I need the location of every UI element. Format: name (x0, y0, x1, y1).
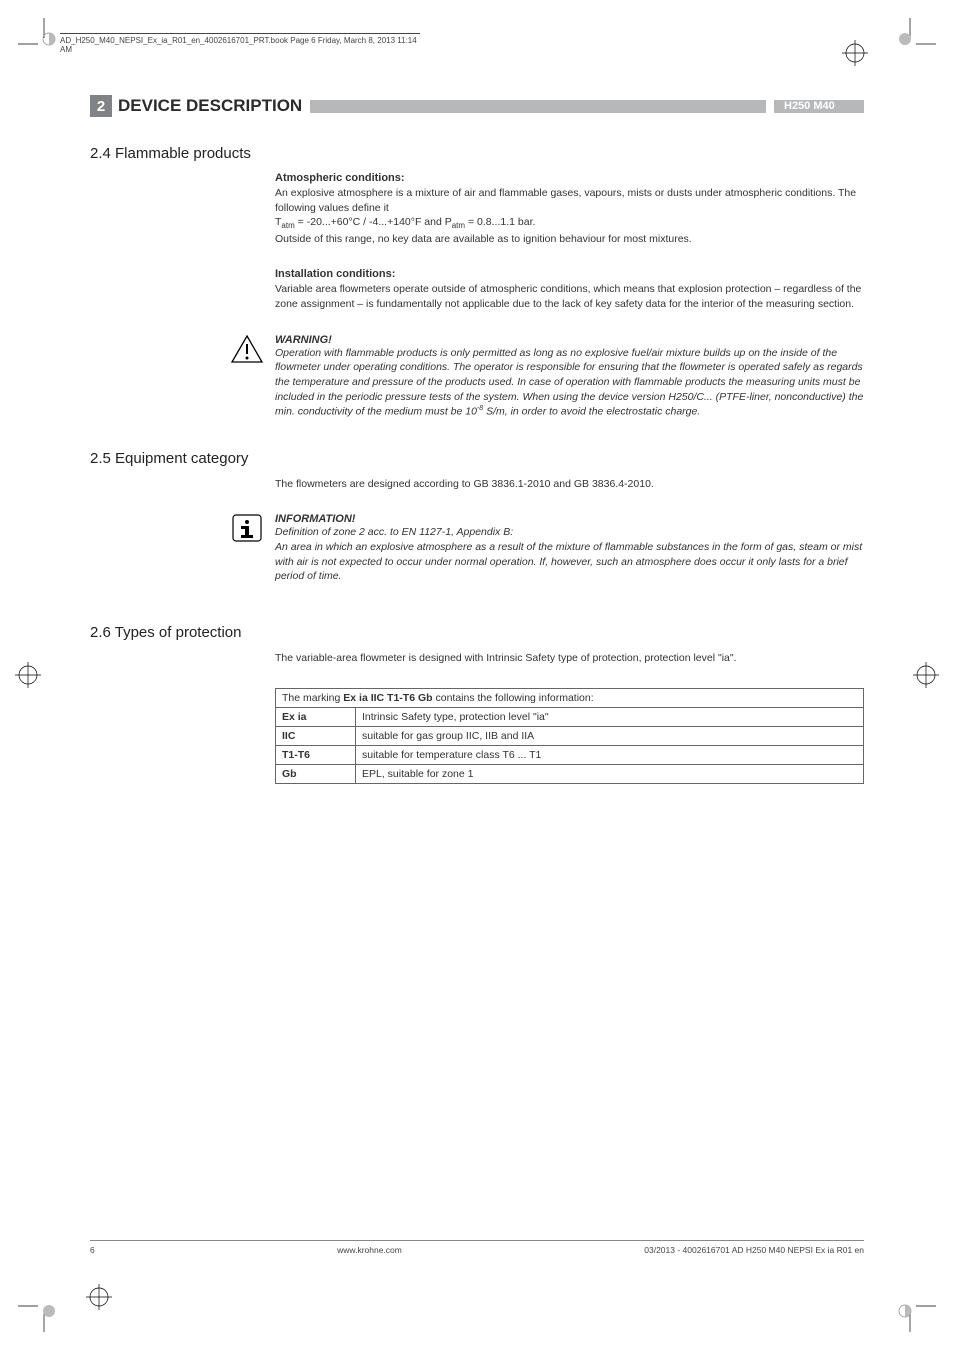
print-header: AD_H250_M40_NEPSI_Ex_ia_R01_en_400261670… (60, 33, 420, 54)
document-model: H250 M40 (774, 100, 864, 113)
table-row: IICsuitable for gas group IIC, IIB and I… (276, 726, 864, 745)
color-patch-icon (898, 32, 912, 46)
color-patch-icon (42, 32, 56, 46)
warning-text: Operation with flammable products is onl… (275, 346, 864, 420)
info-text: An area in which an explosive atmosphere… (275, 540, 864, 584)
warning-icon (230, 334, 264, 367)
page-footer: 6 www.krohne.com 03/2013 - 4002616701 AD… (90, 1240, 864, 1255)
chapter-divider (310, 100, 766, 113)
registration-mark-icon (842, 40, 868, 66)
section-heading: 2.4 Flammable products (90, 145, 864, 162)
subheading: Atmospheric conditions: (275, 172, 864, 184)
registration-mark-icon (15, 662, 41, 688)
protection-table: The marking Ex ia IIC T1-T6 Gb contains … (275, 688, 864, 784)
footer-doc: 03/2013 - 4002616701 AD H250 M40 NEPSI E… (644, 1245, 864, 1255)
warning-heading: WARNING! (275, 334, 864, 346)
body-text: Outside of this range, no key data are a… (275, 232, 864, 247)
body-text: The variable-area flowmeter is designed … (275, 651, 864, 666)
section-heading: 2.5 Equipment category (90, 450, 864, 467)
body-text: The flowmeters are designed according to… (275, 477, 864, 492)
color-patch-icon (42, 1304, 56, 1318)
chapter-title: DEVICE DESCRIPTION (118, 96, 302, 116)
body-text: An explosive atmosphere is a mixture of … (275, 186, 864, 215)
info-heading: INFORMATION! (275, 513, 864, 525)
table-row: GbEPL, suitable for zone 1 (276, 764, 864, 783)
info-text: Definition of zone 2 acc. to EN 1127-1, … (275, 525, 864, 540)
page-number: 6 (90, 1245, 95, 1255)
section-heading: 2.6 Types of protection (90, 624, 864, 641)
table-row: T1-T6suitable for temperature class T6 .… (276, 745, 864, 764)
chapter-number: 2 (90, 95, 112, 117)
formula-text: Tatm = -20...+60°C / -4...+140°F and Pat… (275, 215, 864, 231)
table-caption: The marking (282, 692, 343, 704)
registration-mark-icon (86, 1284, 112, 1310)
table-row: Ex iaIntrinsic Safety type, protection l… (276, 707, 864, 726)
body-text: Variable area flowmeters operate outside… (275, 282, 864, 311)
chapter-bar: 2 DEVICE DESCRIPTION H250 M40 (90, 95, 864, 117)
footer-site: www.krohne.com (337, 1245, 402, 1255)
registration-mark-icon (913, 662, 939, 688)
subheading: Installation conditions: (275, 268, 864, 280)
info-icon (230, 513, 264, 546)
color-patch-icon (898, 1304, 912, 1318)
